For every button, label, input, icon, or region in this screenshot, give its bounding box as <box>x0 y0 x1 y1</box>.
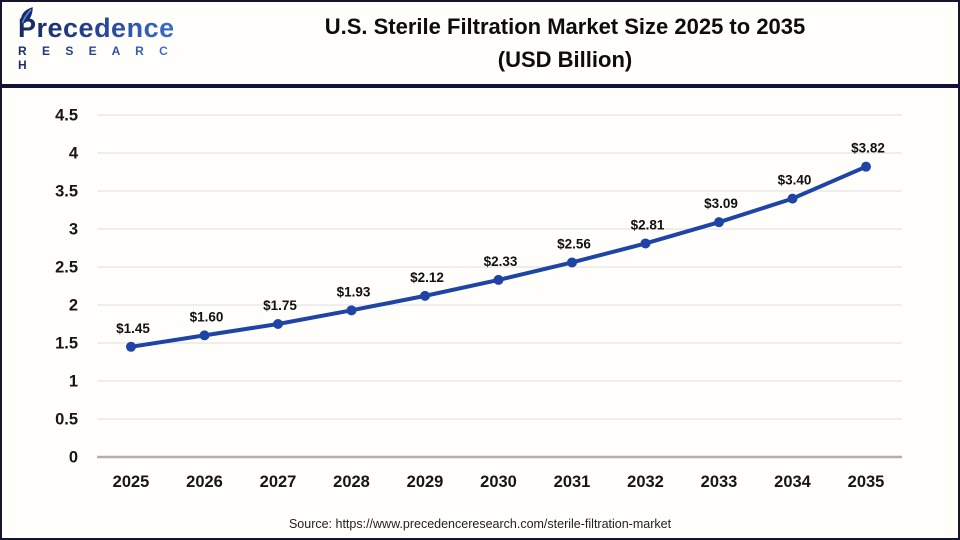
data-point-label: $3.09 <box>704 196 738 211</box>
y-tick-label: 3 <box>69 221 78 239</box>
data-point-label: $2.81 <box>631 217 665 232</box>
y-tick-label: 0 <box>69 449 78 467</box>
data-point <box>273 319 283 329</box>
x-tick-label: 2028 <box>333 473 370 491</box>
logo-subtitle: R E S E A R C H <box>18 44 180 72</box>
y-tick-label: 4 <box>69 145 79 163</box>
x-tick-label: 2032 <box>627 473 664 491</box>
data-point-label: $1.45 <box>116 321 150 336</box>
logo-leaf-icon <box>20 7 33 24</box>
data-point <box>567 257 577 268</box>
logo-name: Precedence <box>18 7 180 43</box>
data-point-label: $1.75 <box>263 298 297 313</box>
x-tick-label: 2034 <box>774 473 812 491</box>
x-tick-label: 2026 <box>186 473 223 491</box>
x-tick-label: 2029 <box>407 473 444 491</box>
data-point <box>199 330 210 341</box>
data-point-label: $3.40 <box>778 173 812 188</box>
y-tick-label: 1.5 <box>55 335 78 353</box>
chart-area: 0 0.5 1 1.5 2 2.5 3 3.5 4 4.5 2025 2026 2027 2028 2029… <box>2 90 958 538</box>
title-line2: (USD Billion) <box>497 47 633 72</box>
data-point <box>126 341 136 352</box>
x-tick-label: 2025 <box>113 473 150 491</box>
data-point <box>346 305 357 316</box>
y-tick-label: 4.5 <box>55 107 78 125</box>
logo: Precedence R E S E A R C H <box>2 7 180 72</box>
y-tick-label: 1 <box>69 373 78 391</box>
line-chart: 0 0.5 1 1.5 2 2.5 3 3.5 4 4.5 2025 2026 2027 2028 2029… <box>55 107 902 491</box>
data-point <box>493 274 504 285</box>
data-point-label: $2.12 <box>410 270 444 285</box>
data-point <box>420 290 430 301</box>
x-tick-label: 2030 <box>480 473 517 491</box>
data-point-label: $1.93 <box>337 284 371 299</box>
data-point <box>787 193 798 204</box>
page-title: U.S. Sterile Filtration Market Size 2025… <box>180 10 958 76</box>
x-tick-label: 2035 <box>848 473 885 491</box>
x-tick-label: 2031 <box>554 473 591 491</box>
data-point-label: $1.60 <box>190 309 224 324</box>
data-point-label: $3.82 <box>851 141 885 156</box>
y-tick-label: 2 <box>69 297 78 315</box>
data-point-label: $2.56 <box>557 236 591 251</box>
data-point <box>640 238 651 249</box>
title-line1: U.S. Sterile Filtration Market Size 2025… <box>324 14 806 39</box>
y-tick-label: 2.5 <box>55 259 78 277</box>
header: Precedence R E S E A R C H U.S. Sterile … <box>2 2 958 88</box>
x-tick-label: 2027 <box>260 473 297 491</box>
data-point <box>861 161 871 172</box>
source-line: Source: https://www.precedenceresearch.c… <box>288 517 672 531</box>
data-point-label: $2.33 <box>484 254 518 269</box>
y-tick-label: 3.5 <box>55 183 78 201</box>
y-tick-label: 0.5 <box>55 411 78 429</box>
x-tick-label: 2033 <box>701 473 738 491</box>
data-point <box>714 217 724 228</box>
logo-name-text: Precedence <box>18 12 175 43</box>
